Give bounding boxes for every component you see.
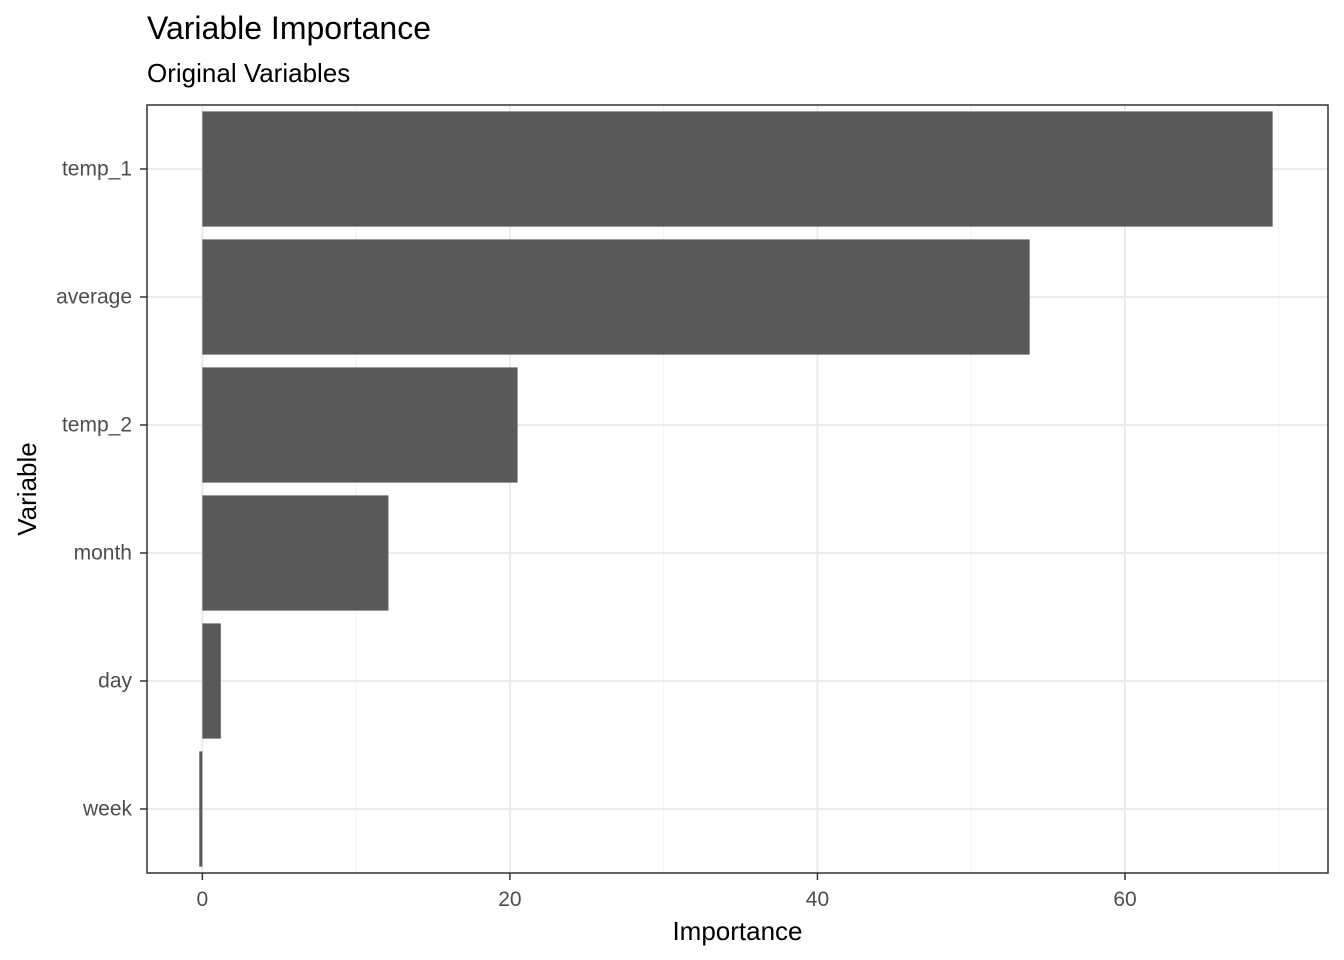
x-axis: 0 20 40 60 <box>197 873 1137 911</box>
chart-title: Variable Importance <box>147 10 431 46</box>
chart-subtitle: Original Variables <box>147 58 351 88</box>
x-tick-label: 20 <box>498 888 521 911</box>
y-tick-label: week <box>82 798 133 821</box>
y-tick-label: month <box>74 542 132 565</box>
bar-day <box>202 623 221 739</box>
x-tick-label: 60 <box>1113 888 1136 911</box>
x-axis-title: Importance <box>672 916 802 946</box>
y-tick-label: day <box>98 670 132 693</box>
x-tick-label: 0 <box>197 888 209 911</box>
y-tick-label: temp_2 <box>62 414 132 437</box>
x-tick-label: 40 <box>806 888 829 911</box>
panel-border <box>146 104 1329 874</box>
bar-temp_2 <box>202 367 518 483</box>
bar-average <box>202 239 1030 355</box>
y-tick-label: temp_1 <box>62 158 132 181</box>
bars <box>199 111 1273 867</box>
bar-month <box>202 495 389 611</box>
bar-temp_1 <box>202 111 1273 227</box>
y-axis-title: Variable <box>12 442 42 535</box>
grid-major-lines <box>147 105 1328 873</box>
y-tick-label: average <box>56 286 132 309</box>
grid-minor-lines <box>355 105 1280 873</box>
bar-week <box>199 751 203 867</box>
